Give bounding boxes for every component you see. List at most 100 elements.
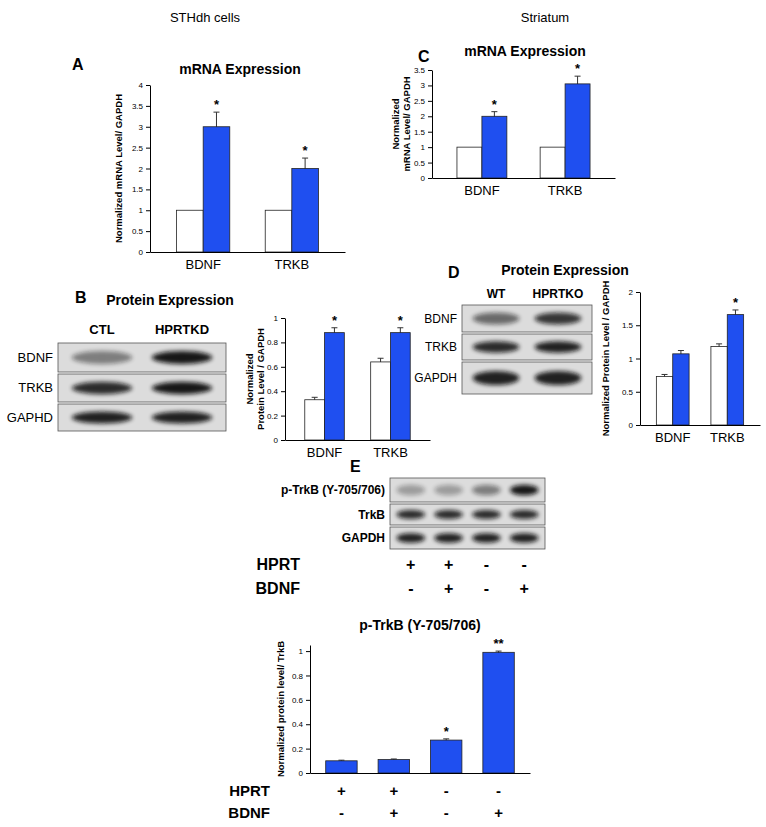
tick-label: 0.5 [622,388,634,397]
error-cap [378,358,384,359]
y-tick: 1.5 [132,185,150,194]
figure: STHdh cellsStriatumABCDECTLHPRTKDBDNFTRK… [0,0,766,827]
significance-label: * [332,313,338,328]
lane-label: HPRTKD [155,322,209,337]
blot-band [72,412,132,424]
blot-strip [390,527,545,549]
western-blot: CTLHPRTKDBDNFTRKBGAPHD [7,322,226,431]
tick-mark [306,749,310,750]
tick-mark [146,85,150,86]
column-header: STHdh cells [170,10,241,25]
blot-band [72,382,132,394]
blot-strip [462,305,592,332]
bar-chart: Protein Expression00.511.52BDNFTRKBNorma… [501,262,760,445]
tick-mark [636,392,640,393]
blot-strip [58,343,226,372]
bar [673,354,689,425]
significance-label: * [492,97,498,112]
tick-label: 0.2 [267,412,279,421]
significance-label: * [214,97,220,112]
tick-label: 3.5 [414,66,426,75]
bar-chart: mRNA Expression00.511.522.533.5BDNFTRKBN… [390,43,615,198]
tick-mark [428,132,432,133]
tick-mark [306,675,310,676]
tick-label: BDNF [185,257,220,272]
axis-line [432,71,433,179]
y-tick: 3 [421,81,432,90]
y-tick: 3.5 [132,102,150,111]
error-cap [312,397,318,398]
bar [565,84,590,178]
tick-label: TRKB [548,183,583,198]
tick-mark [146,252,150,253]
tick-mark [281,391,285,392]
condition-sign: + [389,782,398,799]
blot-band [473,371,520,385]
lane-label: HPRTKO [533,287,584,301]
x-tick: TRKB [548,178,583,198]
x-tick: TRKB [373,440,408,460]
blot-band [472,485,501,496]
y-tick: 1 [274,314,285,323]
plot-marks [457,76,590,178]
x-tick: TRKB [710,425,745,445]
tick-mark [636,359,640,360]
panel-letter: E [350,458,361,475]
condition-label: HPRT [229,782,270,799]
tick-label: 2 [421,112,426,121]
bar [430,740,461,773]
tick-label: 0 [139,248,144,257]
blot-row-label: GAPHD [7,410,53,425]
x-tick: BDNF [185,252,220,272]
bar [265,210,292,252]
condition-sign: + [520,580,529,597]
tick-mark [146,169,150,170]
y-tick: 0 [139,248,150,257]
blot-row-label: BDNF [424,312,457,326]
y-tick: 3 [139,123,150,132]
y-tick: 2.5 [132,144,150,153]
plot-labels: ** [332,313,404,328]
condition-label: BDNF [228,804,270,821]
tick-mark [306,724,310,725]
axis-line [286,440,431,441]
tick-mark [428,163,432,164]
significance-label: * [303,143,309,158]
panel-letter: B [75,289,87,306]
x-tick: BDNF [307,440,342,460]
blot-band [535,313,582,325]
column-header: Striatum [521,10,569,25]
y-tick: 0 [299,769,310,778]
condition-sign: + [337,782,346,799]
condition-sign: - [522,556,527,573]
bar [326,761,357,773]
tick-mark [146,231,150,232]
x-tick: TRKB [274,252,309,272]
plot-marks [326,651,515,773]
tick-label: 1 [629,355,634,364]
condition-sign: - [496,782,501,799]
blot-row-label: GAPDH [414,371,457,385]
blot-band [510,533,539,543]
x-axis: BDNF TRKB [286,440,431,460]
blot-strip [462,334,592,360]
axis-line [641,425,761,426]
tick-label: 1.5 [622,321,634,330]
condition-label: HPRT [256,556,300,573]
condition-sign: + [494,804,503,821]
tick-mark [428,178,432,179]
y-tick: 2.5 [414,97,432,106]
condition-sign: + [444,580,453,597]
bar [656,376,672,425]
blot-band [434,510,463,519]
tick-label: BDNF [464,183,499,198]
y-tick: 0.4 [292,720,310,729]
blot-band [473,341,520,352]
bar [711,347,727,425]
y-tick: 0.8 [292,672,310,681]
bar-chart: mRNA Expression00.511.522.533.54BDNFTRKB… [113,61,346,272]
significance-label: * [733,295,739,310]
bar-chart: p-TrkB (Y-705/706)00.20.40.60.81Normaliz… [228,617,530,821]
error-cap [662,374,668,375]
y-axis: 00.511.522.533.5 [414,66,433,183]
